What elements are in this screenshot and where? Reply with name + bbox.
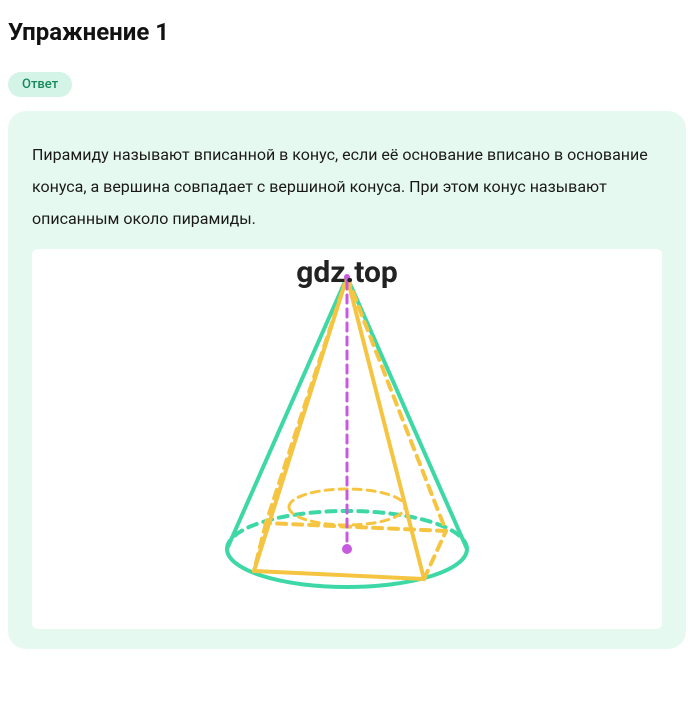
cone-pyramid-diagram (32, 249, 662, 629)
figure-container: gdz.top (32, 249, 662, 629)
answer-badge: Ответ (8, 72, 72, 97)
answer-text: Пирамиду называют вписанной в конус, есл… (32, 139, 662, 235)
watermark-text: gdz.top (296, 255, 398, 290)
exercise-title: Упражнение 1 (8, 18, 686, 46)
answer-box: Пирамиду называют вписанной в конус, есл… (8, 111, 686, 649)
